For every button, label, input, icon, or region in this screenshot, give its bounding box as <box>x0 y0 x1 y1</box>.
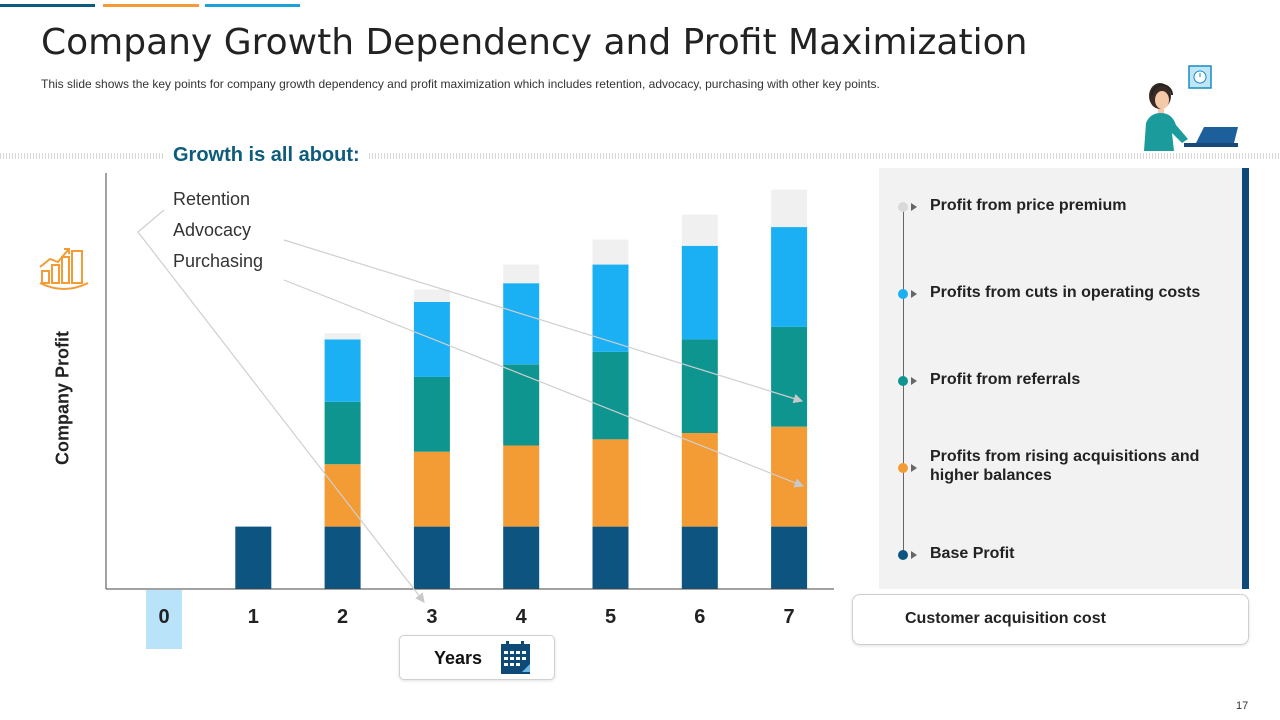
bar-segment-year-5-series-2 <box>592 351 629 440</box>
x-tick-label-0: 0 <box>158 606 169 628</box>
legend-dot <box>898 550 908 560</box>
x-tick-highlight-0 <box>146 590 182 649</box>
bar-segment-year-6-series-1 <box>681 433 718 527</box>
bar-segment-year-4-series-0 <box>503 526 540 589</box>
bar-segment-year-4-series-3 <box>503 283 540 365</box>
growth-point-retention: Retention <box>173 189 251 209</box>
divider-dotted-line <box>0 153 1280 159</box>
x-tick-label-4: 4 <box>516 606 528 628</box>
bar-segment-year-2-series-4 <box>324 333 361 340</box>
growth-chart-icon <box>38 243 90 296</box>
x-axis-label: Years <box>434 648 483 668</box>
legend-arrow-icon <box>911 203 917 211</box>
top-accent-bar-1 <box>0 4 95 7</box>
legend-arrow-icon <box>911 464 917 472</box>
y-axis-label: Company Profit <box>52 330 73 466</box>
bar-segment-year-3-series-3 <box>413 302 450 377</box>
legend-dot <box>898 289 908 299</box>
growth-point-advocacy: Advocacy <box>173 220 252 240</box>
retention-arrow <box>137 231 425 603</box>
x-tick-label-6: 6 <box>694 606 705 628</box>
bar-segment-year-2-series-2 <box>324 401 361 465</box>
page-subtitle: This slide shows the key points for comp… <box>41 77 880 91</box>
bar-segment-year-5-series-1 <box>592 439 629 527</box>
bar-segment-year-3-series-1 <box>413 451 450 527</box>
bar-segment-year-7-series-3 <box>771 227 808 327</box>
bar-segment-year-5-series-4 <box>592 239 629 265</box>
growth-heading: Growth is all about: <box>165 142 368 169</box>
growth-point-purchasing: Purchasing <box>173 251 264 271</box>
bar-segment-year-3-series-4 <box>413 289 450 302</box>
legend-arrow-icon <box>911 551 917 559</box>
legend-label: Profit from referrals <box>930 371 1081 388</box>
legend-panel <box>879 168 1249 589</box>
bar-segment-year-7-series-2 <box>771 326 808 427</box>
bar-segment-year-2-series-1 <box>324 464 361 527</box>
customer-acquisition-cost-label: Customer acquisition cost <box>905 610 1106 627</box>
legend-label: Profit from price premium <box>930 197 1127 214</box>
calendar-icon <box>501 641 531 680</box>
x-tick-label-5: 5 <box>605 606 616 628</box>
bar-segment-year-2-series-3 <box>324 339 361 402</box>
page-title: Company Growth Dependency and Profit Max… <box>41 22 1028 63</box>
bracket-upper-line <box>137 209 165 233</box>
bar-segment-year-6-series-3 <box>681 245 718 340</box>
support-agent-laptop-icon <box>1138 63 1242 158</box>
bar-segment-year-6-series-4 <box>681 214 718 246</box>
x-axis-label-box: Years <box>399 635 555 680</box>
x-tick-label-7: 7 <box>784 606 795 628</box>
bar-segment-year-4-series-1 <box>503 445 540 527</box>
legend-label: Profits from cuts in operating costs <box>930 284 1201 301</box>
bar-segment-year-3-series-0 <box>413 526 450 589</box>
advocacy-arrow <box>283 239 804 404</box>
bar-segment-year-5-series-0 <box>592 526 629 589</box>
bar-segment-year-7-series-1 <box>771 426 808 527</box>
customer-acquisition-cost-box: Customer acquisition cost <box>852 594 1249 645</box>
legend-arrow-icon <box>911 290 917 298</box>
bar-segment-year-7-series-0 <box>771 526 808 589</box>
bar-segment-year-3-series-2 <box>413 376 450 452</box>
bar-segment-year-4-series-2 <box>503 364 540 446</box>
purchasing-arrow <box>283 279 805 488</box>
legend-dot <box>898 202 908 212</box>
legend-label: Profits from rising acquisitions and hig… <box>930 448 1200 484</box>
bar-segment-year-7-series-4 <box>771 189 808 227</box>
bar-segment-year-6-series-2 <box>681 339 718 433</box>
legend-label: Base Profit <box>930 545 1015 562</box>
top-accent-bar-2 <box>103 4 199 7</box>
bar-segment-year-6-series-0 <box>681 526 718 589</box>
bar-segment-year-2-series-0 <box>324 526 361 589</box>
x-tick-label-1: 1 <box>248 606 259 628</box>
top-accent-bar-3 <box>205 4 300 7</box>
x-tick-label-2: 2 <box>337 606 348 628</box>
page-number: 17 <box>1236 700 1249 712</box>
legend-dot <box>898 376 908 386</box>
bar-segment-year-4-series-4 <box>503 264 540 284</box>
legend-dot <box>898 463 908 473</box>
bar-segment-year-1-series-0 <box>235 526 272 589</box>
legend-arrow-icon <box>911 377 917 385</box>
x-tick-label-3: 3 <box>426 606 437 628</box>
bar-segment-year-5-series-3 <box>592 264 629 352</box>
